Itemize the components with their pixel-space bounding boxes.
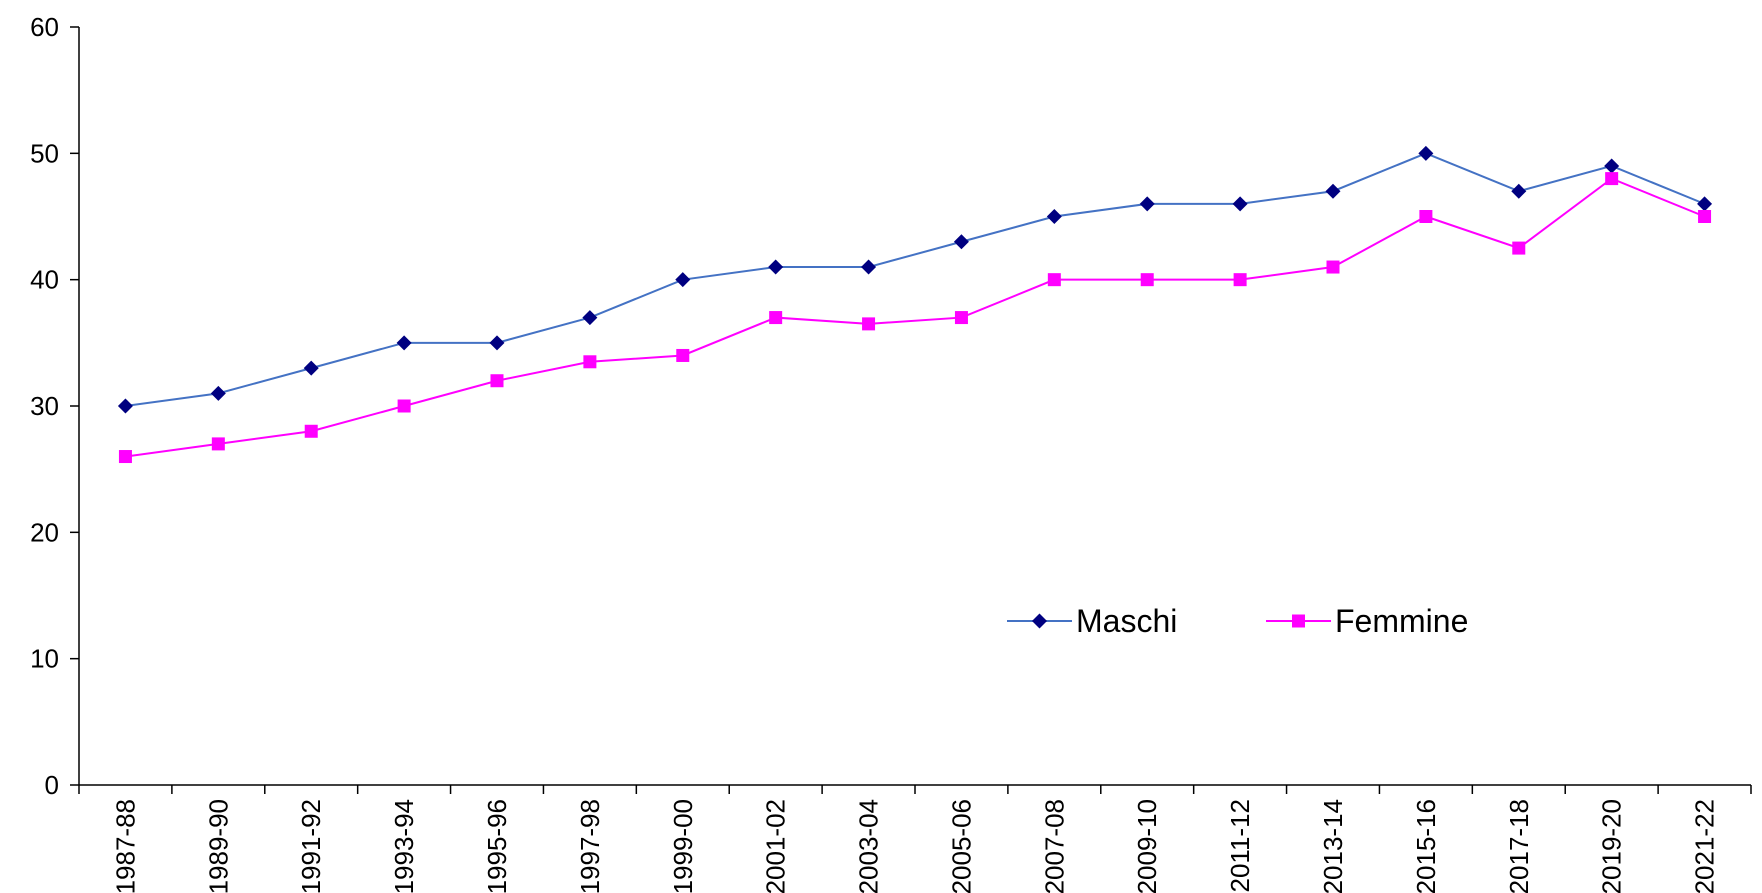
legend: Maschi Femmine: [1007, 603, 1468, 639]
data-point-femmine: [211, 437, 225, 451]
x-tick-label: 2009-10: [1132, 799, 1162, 893]
y-tick-label: 10: [30, 644, 59, 674]
data-point-maschi: [582, 310, 598, 326]
data-point-maschi: [861, 259, 877, 275]
x-tick-label: 2005-06: [946, 799, 976, 893]
data-point-femmine: [1419, 210, 1433, 223]
data-point-maschi: [675, 272, 691, 288]
data-point-femmine: [1233, 273, 1247, 287]
y-tick-label: 30: [30, 391, 59, 421]
y-tick-label: 40: [30, 265, 59, 295]
data-point-maschi: [1232, 196, 1248, 212]
data-point-maschi: [768, 259, 784, 275]
y-tick-label: 20: [30, 517, 59, 547]
data-point-maschi: [210, 385, 226, 401]
data-point-maschi: [303, 360, 319, 376]
legend-marker-maschi: [1032, 613, 1047, 629]
data-point-femmine: [954, 311, 968, 325]
legend-label-maschi: Maschi: [1076, 603, 1177, 639]
data-point-maschi: [953, 234, 969, 250]
data-point-femmine: [1047, 273, 1061, 287]
data-point-maschi: [1604, 158, 1620, 174]
data-point-femmine: [1698, 210, 1712, 223]
data-point-femmine: [397, 399, 411, 413]
x-tick-label: 1991-92: [296, 799, 326, 893]
series-line-maschi: [125, 152, 1705, 407]
data-point-femmine: [769, 311, 783, 325]
legend-label-femmine: Femmine: [1335, 603, 1468, 639]
data-point-femmine: [304, 424, 318, 438]
series-maschi: [117, 145, 1713, 414]
x-tick-label: 2019-20: [1597, 799, 1627, 893]
y-tick-label: 0: [45, 770, 59, 800]
data-point-maschi: [1139, 196, 1155, 212]
axes: 0 10 20 30 40 50 60 1987-88 1989-90 1991-92 1993-9…: [30, 12, 1752, 893]
x-tick-label: 1993-94: [389, 799, 419, 893]
data-point-maschi: [489, 335, 505, 351]
data-point-maschi: [1046, 209, 1062, 224]
y-tick-label: 60: [30, 12, 59, 42]
y-tick-label: 50: [30, 138, 59, 168]
data-point-femmine: [1326, 260, 1340, 274]
x-tick-label: 2007-08: [1039, 799, 1069, 893]
legend-marker-femmine: [1292, 614, 1305, 628]
x-tick-label: 2017-18: [1504, 799, 1534, 893]
x-tick-label: 2001-02: [761, 799, 791, 893]
data-point-maschi: [117, 398, 133, 414]
x-tick-label: 2011-12: [1225, 799, 1255, 893]
data-point-femmine: [118, 450, 132, 464]
series-femmine: [118, 172, 1712, 464]
x-tick-label: 1995-96: [482, 799, 512, 893]
data-point-femmine: [490, 374, 504, 388]
series-line-femmine: [125, 177, 1705, 458]
x-tick-label: 2021-22: [1690, 799, 1720, 893]
data-point-femmine: [583, 355, 597, 369]
legend-item-maschi: Maschi: [1007, 603, 1177, 639]
data-point-maschi: [1697, 196, 1713, 212]
x-tick-label: 1997-98: [575, 799, 605, 893]
data-point-maschi: [1418, 145, 1434, 161]
x-tick-label: 2013-14: [1318, 799, 1348, 893]
data-point-femmine: [1140, 273, 1154, 287]
legend-item-femmine: Femmine: [1266, 603, 1468, 639]
x-tick-label: 1999-00: [668, 799, 698, 893]
x-tick-label: 2015-16: [1411, 799, 1441, 893]
x-tick-label: 1987-88: [110, 799, 140, 893]
data-point-femmine: [862, 317, 876, 331]
series-layer: [117, 145, 1713, 464]
data-point-maschi: [1511, 183, 1527, 199]
x-tick-label: 1989-90: [203, 799, 233, 893]
data-point-femmine: [1512, 241, 1526, 255]
data-point-maschi: [396, 335, 412, 351]
data-point-maschi: [1325, 183, 1341, 199]
data-point-femmine: [676, 348, 690, 362]
data-point-femmine: [1605, 172, 1619, 186]
x-tick-label: 2003-04: [854, 799, 884, 893]
